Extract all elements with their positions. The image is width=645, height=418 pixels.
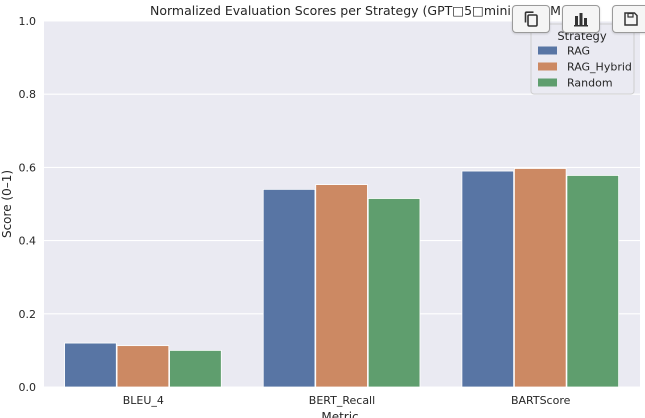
bar-rag-bleu-4 [64,342,117,388]
legend-label: Random [567,77,613,90]
legend-swatch [538,62,557,71]
bar-rag-hybrid-bleu-4 [116,345,170,388]
x-tick-label: BERT_Recall [309,394,375,407]
bar-rag-bartscore [461,170,515,388]
legend-swatch [538,78,557,87]
x-tick-label: BARTScore [511,394,571,407]
chart-button[interactable] [562,5,600,33]
y-tick-label: 0.6 [19,161,37,174]
legend-label: RAG [567,45,590,58]
legend-label: RAG_Hybrid [567,61,632,74]
y-tick-label: 0.0 [19,381,37,394]
bar-rag-hybrid-bartscore [514,168,567,388]
bar-random-bartscore [566,175,620,388]
x-axis: BLEU_4 BERT_Recall BARTScore [123,394,571,407]
x-axis-label: Metric [321,410,358,418]
y-tick-label: 0.4 [19,235,37,248]
y-tick-label: 0.2 [19,308,37,321]
x-tick-label: BLEU_4 [123,394,164,407]
legend-swatch [538,46,557,55]
bar-random-bleu-4 [169,349,222,388]
chart-title: Normalized Evaluation Scores per Strateg… [150,3,561,18]
bar-random-bert-recall [367,198,421,388]
y-tick-label: 1.0 [19,15,37,28]
y-axis: 0.0 0.2 0.4 0.6 0.8 1.0 [19,15,37,394]
y-axis-label: Score (0–1) [0,170,14,238]
bar-rag-hybrid-bert-recall [315,184,368,388]
bars [64,168,620,388]
bar-chart-icon [574,13,588,27]
save-icon [624,12,638,26]
chart-toolbar [512,5,645,33]
copy-button[interactable] [512,5,550,33]
copy-icon [524,11,538,27]
y-tick-label: 0.8 [19,88,37,101]
save-button[interactable] [612,5,645,33]
bar-rag-bert-recall [262,188,316,388]
